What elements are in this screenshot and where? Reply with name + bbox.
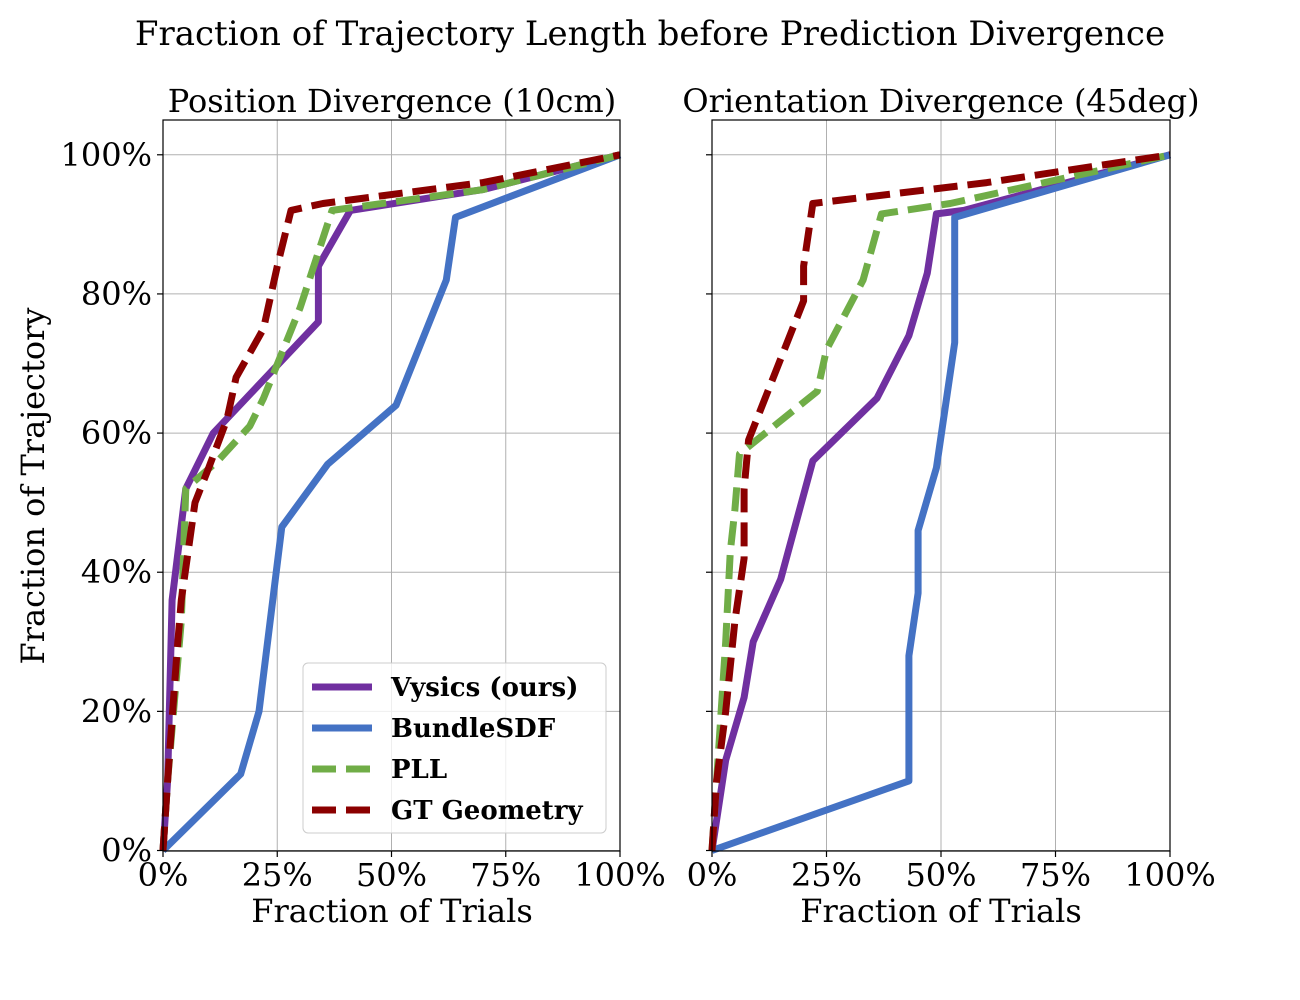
orientation-series-gt-geometry: [708, 151, 1171, 851]
panel-position-ticks: 0% 25% 50% 75% 100% 0% 20% 40% 60% 80% 100%: [61, 136, 666, 894]
panel-position: Position Divergence (10cm) 0% 25% 50% 75% 10…: [14, 82, 666, 930]
position-series-gt-geometry: [159, 151, 621, 851]
orientation-xtick-label: 100%: [1124, 856, 1215, 894]
panel-orientation: Orientation Divergence (45deg) 0% 25% 50% 7…: [682, 82, 1215, 930]
orientation-series-vysics-ours: [708, 151, 1171, 852]
legend-label-gt-geometry: GT Geometry: [391, 796, 583, 826]
position-xtick-label: 100%: [574, 856, 665, 894]
position-ytick-label: 40%: [81, 553, 152, 591]
position-series-bundlesdf: [160, 151, 622, 853]
position-xtick-label: 50%: [356, 856, 427, 894]
position-xtick-label: 25%: [242, 856, 313, 894]
position-ytick-label: 20%: [81, 692, 152, 730]
position-xtick-label: 75%: [470, 856, 541, 894]
position-ytick-label: 100%: [61, 136, 152, 174]
orientation-xtick-label: 0%: [687, 856, 738, 894]
orientation-xtick-label: 75%: [1020, 856, 1091, 894]
panel-position-series: [159, 151, 622, 853]
legend: Vysics (ours) BundleSDF PLL GT Geometry: [302, 662, 607, 834]
y-axis-label: Fraction of Trajectory: [14, 308, 52, 665]
panel-position-title: Position Divergence (10cm): [168, 82, 617, 120]
panel-orientation-xlabel: Fraction of Trials: [800, 892, 1082, 930]
orientation-series-pll: [708, 151, 1171, 851]
figure-suptitle: Fraction of Trajectory Length before Pre…: [135, 14, 1165, 54]
legend-label-bundlesdf: BundleSDF: [391, 714, 556, 744]
legend-label-vysics-ours: Vysics (ours): [390, 673, 578, 703]
legend-box: [302, 662, 607, 834]
position-ytick-label: 60%: [81, 414, 152, 452]
orientation-xtick-label: 50%: [905, 856, 976, 894]
position-xtick-label: 0%: [138, 856, 189, 894]
panel-orientation-ticks: 0% 25% 50% 75% 100%: [687, 154, 1216, 894]
position-ytick-label: 0%: [101, 832, 152, 870]
orientation-xtick-label: 25%: [791, 856, 862, 894]
panel-orientation-series: [708, 151, 1171, 854]
position-ytick-label: 80%: [81, 275, 152, 313]
legend-label-pll: PLL: [391, 755, 447, 785]
panel-position-xlabel: Fraction of Trials: [251, 892, 533, 930]
orientation-series-bundlesdf: [710, 151, 1171, 854]
panel-orientation-title: Orientation Divergence (45deg): [682, 82, 1199, 120]
